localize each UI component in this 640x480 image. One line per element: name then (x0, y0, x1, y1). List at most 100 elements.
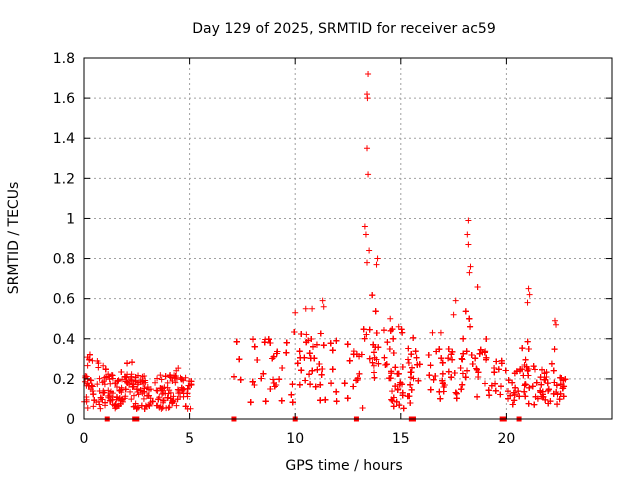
data-point (163, 405, 170, 412)
data-point (526, 384, 533, 391)
data-point (276, 376, 283, 383)
data-point (96, 401, 103, 408)
data-point (91, 397, 98, 404)
data-point (291, 329, 298, 336)
data-point (109, 396, 116, 403)
data-point (516, 393, 523, 400)
data-point (365, 171, 372, 178)
data-point (356, 353, 363, 360)
data-point (140, 395, 147, 402)
data-point (553, 321, 560, 328)
data-point (172, 372, 179, 379)
data-point (149, 398, 156, 405)
data-point (86, 351, 93, 358)
data-point (485, 387, 492, 394)
data-point (521, 382, 528, 389)
data-point (525, 285, 532, 292)
data-point (504, 388, 511, 395)
data-point (107, 388, 114, 395)
data-point (390, 335, 397, 342)
data-point (296, 381, 303, 388)
data-point (371, 354, 378, 361)
data-point (521, 361, 528, 368)
data-point (289, 399, 296, 406)
data-point (364, 259, 371, 266)
data-point (322, 396, 329, 403)
data-point (474, 393, 481, 400)
data-point (505, 395, 512, 402)
data-point (387, 327, 394, 334)
data-point (312, 383, 319, 390)
data-point (173, 402, 180, 409)
data-point (164, 394, 171, 401)
data-point (493, 358, 500, 365)
data-point (460, 350, 467, 357)
data-point (429, 329, 436, 336)
data-point (437, 329, 444, 336)
data-point (341, 380, 348, 387)
data-point (553, 388, 560, 395)
data-point (115, 377, 122, 384)
data-point (164, 379, 171, 386)
data-point (473, 366, 480, 373)
data-point (372, 308, 379, 315)
data-point (557, 390, 564, 397)
data-point (400, 405, 407, 412)
data-point (530, 363, 537, 370)
x-axis-label: GPS time / hours (285, 458, 402, 474)
data-point (410, 334, 417, 341)
data-point (366, 326, 373, 333)
data-point (127, 388, 134, 395)
data-point (102, 399, 109, 406)
data-point (457, 364, 464, 371)
data-point (112, 401, 119, 408)
data-point (545, 400, 552, 407)
data-point (481, 380, 488, 387)
data-point (306, 371, 313, 378)
data-points (81, 71, 569, 412)
data-point (430, 376, 437, 383)
data-point (118, 369, 125, 376)
y-tick-label: 0.2 (53, 372, 75, 388)
data-point (369, 292, 376, 299)
data-point (398, 326, 405, 333)
data-point (310, 343, 317, 350)
data-point (407, 369, 414, 376)
data-point (542, 376, 549, 383)
data-point (529, 383, 536, 390)
data-point (408, 386, 415, 393)
data-point (354, 375, 361, 382)
data-point (279, 365, 286, 372)
data-point (155, 396, 162, 403)
data-point (328, 380, 335, 387)
data-point (392, 383, 399, 390)
data-point (473, 365, 480, 372)
data-point (296, 348, 303, 355)
data-point (463, 348, 470, 355)
data-point (173, 367, 180, 374)
data-point (94, 381, 101, 388)
plot-frame (83, 57, 613, 420)
data-point (119, 376, 126, 383)
data-point (233, 338, 240, 345)
data-point (505, 377, 512, 384)
data-point (364, 145, 371, 152)
data-point (507, 392, 514, 399)
data-point (344, 395, 351, 402)
data-point (103, 374, 110, 381)
data-point (329, 366, 336, 373)
x-tick-label: 20 (497, 431, 515, 447)
data-point (124, 360, 131, 367)
data-point (274, 348, 281, 355)
data-point (458, 386, 465, 393)
data-point (439, 370, 446, 377)
data-point (404, 393, 411, 400)
data-point (366, 355, 373, 362)
data-point (292, 309, 299, 316)
data-point (102, 366, 109, 373)
data-point (522, 393, 529, 400)
data-point (333, 337, 340, 344)
data-point (81, 378, 88, 385)
data-point (320, 303, 327, 310)
data-point (154, 387, 161, 394)
